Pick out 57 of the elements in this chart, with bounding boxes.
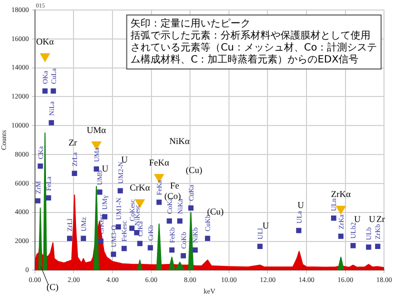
point	[166, 218, 172, 224]
data-label: UMα	[86, 124, 106, 135]
annotation: U	[102, 163, 109, 174]
point	[338, 234, 344, 239]
annotation: U	[368, 214, 376, 224]
point	[40, 53, 50, 62]
point	[118, 188, 123, 194]
annotation: (Cu)	[207, 206, 224, 217]
point	[137, 240, 142, 246]
point	[116, 224, 121, 230]
point	[188, 205, 194, 211]
annotation: U	[354, 214, 362, 224]
annotation: U	[297, 200, 304, 210]
point	[129, 226, 135, 231]
point	[192, 247, 198, 253]
point	[375, 244, 380, 249]
data-label: FeKα	[148, 157, 170, 168]
text: (C)	[46, 282, 59, 292]
data-label: CrKα	[130, 182, 150, 193]
point	[50, 88, 56, 94]
point	[350, 243, 356, 248]
point	[42, 88, 48, 94]
annotation: U	[262, 220, 270, 230]
point	[110, 252, 116, 257]
point	[97, 190, 102, 195]
point	[122, 246, 127, 252]
point	[257, 244, 263, 249]
annotation: Zr	[376, 214, 385, 224]
point	[177, 218, 182, 224]
point	[80, 236, 86, 242]
point	[331, 216, 336, 221]
point	[169, 247, 174, 253]
point	[98, 238, 104, 244]
point	[148, 245, 153, 250]
annotation: 括弧で示した元素：分析系材料や保護膜材として使用	[130, 30, 371, 42]
annotation: Fe	[170, 180, 180, 191]
annotation: ム構成材料、C：加工時蒸着元素）からのEDX信号	[130, 54, 359, 66]
annotation: U	[121, 154, 128, 165]
point	[336, 206, 346, 214]
annotation: NiKα	[169, 136, 190, 146]
point	[46, 195, 52, 201]
point	[366, 244, 372, 250]
annotation: (Cu)	[186, 164, 202, 175]
data-label: ZrKα	[331, 189, 351, 200]
point	[35, 198, 40, 204]
point	[156, 200, 162, 205]
annotation: されている元素等（Cu：メッシュ材、Co：計測システ	[130, 42, 378, 54]
point	[296, 228, 302, 234]
point	[204, 236, 210, 242]
annotation: Zr	[68, 137, 77, 148]
point	[72, 170, 78, 176]
annotation: 矢印：定量に用いたピーク	[130, 18, 251, 30]
point	[180, 253, 186, 258]
data-label: OKα	[36, 36, 54, 47]
point	[38, 164, 43, 169]
point	[48, 120, 54, 126]
point	[67, 236, 72, 242]
